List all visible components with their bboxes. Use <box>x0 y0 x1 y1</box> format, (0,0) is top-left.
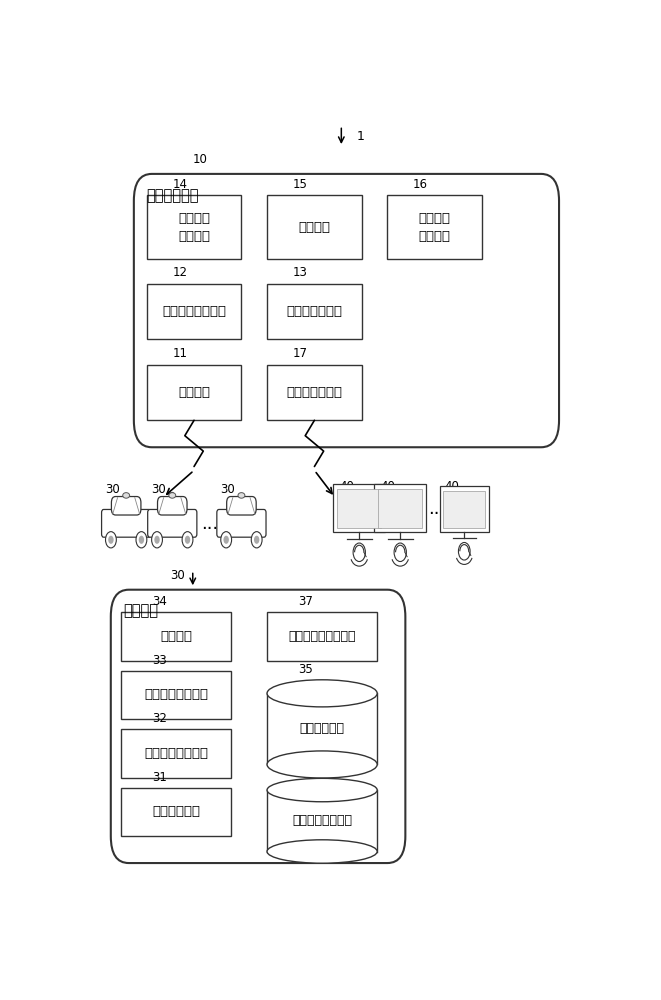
Text: 34: 34 <box>152 595 167 608</box>
FancyBboxPatch shape <box>121 729 231 778</box>
FancyBboxPatch shape <box>444 491 485 528</box>
Text: 物体信息存储单元: 物体信息存储单元 <box>292 814 352 827</box>
FancyBboxPatch shape <box>378 489 422 528</box>
FancyBboxPatch shape <box>267 612 377 661</box>
Text: 通信单元: 通信单元 <box>160 630 192 643</box>
FancyBboxPatch shape <box>217 509 266 537</box>
Circle shape <box>394 543 407 562</box>
Text: 30: 30 <box>170 569 185 582</box>
Circle shape <box>108 536 114 544</box>
FancyBboxPatch shape <box>267 195 362 259</box>
Ellipse shape <box>169 493 176 498</box>
Text: 40: 40 <box>380 480 395 493</box>
Text: 17: 17 <box>293 347 308 360</box>
Text: 15: 15 <box>293 178 307 191</box>
Text: 物体信息
接收单元: 物体信息 接收单元 <box>178 212 210 243</box>
Text: 10: 10 <box>193 153 208 166</box>
Circle shape <box>459 542 470 560</box>
Text: 操作者协作单元: 操作者协作单元 <box>286 386 342 399</box>
Circle shape <box>182 532 193 548</box>
FancyBboxPatch shape <box>374 484 426 532</box>
Text: 1: 1 <box>357 130 365 143</box>
Circle shape <box>154 536 160 544</box>
Ellipse shape <box>267 680 377 707</box>
Circle shape <box>106 532 116 548</box>
Text: 40: 40 <box>339 480 354 493</box>
Text: 操作者分配单元: 操作者分配单元 <box>286 305 342 318</box>
Text: ...: ... <box>201 515 218 533</box>
Text: 确定单元: 确定单元 <box>298 221 330 234</box>
FancyBboxPatch shape <box>333 484 385 532</box>
Text: 40: 40 <box>444 480 459 493</box>
Bar <box>267 790 377 852</box>
Ellipse shape <box>238 493 245 498</box>
Text: 36: 36 <box>298 762 313 774</box>
Circle shape <box>251 532 262 548</box>
FancyBboxPatch shape <box>147 365 241 420</box>
FancyBboxPatch shape <box>337 489 381 528</box>
Text: 33: 33 <box>152 654 167 667</box>
Circle shape <box>223 536 229 544</box>
FancyBboxPatch shape <box>157 497 187 515</box>
Text: 35: 35 <box>298 663 313 676</box>
Text: 31: 31 <box>152 771 167 784</box>
Text: ...: ... <box>428 500 446 518</box>
FancyBboxPatch shape <box>227 497 256 515</box>
FancyBboxPatch shape <box>121 671 231 719</box>
FancyBboxPatch shape <box>387 195 483 259</box>
FancyBboxPatch shape <box>112 497 141 515</box>
Bar <box>267 693 377 764</box>
Circle shape <box>353 543 366 562</box>
Ellipse shape <box>267 840 377 863</box>
Text: 30: 30 <box>220 483 235 496</box>
FancyBboxPatch shape <box>102 509 151 537</box>
FancyBboxPatch shape <box>267 365 362 420</box>
Text: 周围环境监测单元: 周围环境监测单元 <box>144 688 208 701</box>
Text: 自主车辆: 自主车辆 <box>124 604 159 619</box>
Text: 37: 37 <box>298 595 313 608</box>
FancyBboxPatch shape <box>147 195 241 259</box>
FancyBboxPatch shape <box>121 788 231 836</box>
Text: 16: 16 <box>413 178 428 191</box>
FancyBboxPatch shape <box>147 509 197 537</box>
Text: 协助请求接收单元: 协助请求接收单元 <box>162 305 226 318</box>
Ellipse shape <box>267 778 377 802</box>
Text: 14: 14 <box>173 178 187 191</box>
Text: 过去图像
接收单元: 过去图像 接收单元 <box>419 212 451 243</box>
Text: 图像存储单元: 图像存储单元 <box>299 722 344 735</box>
Circle shape <box>254 536 259 544</box>
FancyBboxPatch shape <box>111 590 405 863</box>
FancyBboxPatch shape <box>134 174 559 447</box>
Text: 30: 30 <box>105 483 120 496</box>
FancyBboxPatch shape <box>147 284 241 339</box>
Text: 通信单元: 通信单元 <box>178 386 210 399</box>
Text: 12: 12 <box>173 266 187 279</box>
Text: 11: 11 <box>173 347 187 360</box>
Text: 远程监测设备: 远程监测设备 <box>147 188 199 203</box>
Circle shape <box>139 536 144 544</box>
Text: 32: 32 <box>152 712 167 725</box>
Text: 行馾控制单元: 行馾控制单元 <box>152 805 200 818</box>
Text: 乘客车厢监测单元: 乘客车厢监测单元 <box>144 747 208 760</box>
Text: 13: 13 <box>293 266 307 279</box>
Circle shape <box>151 532 163 548</box>
Circle shape <box>221 532 231 548</box>
FancyBboxPatch shape <box>267 284 362 339</box>
Text: 30: 30 <box>151 483 166 496</box>
Ellipse shape <box>267 751 377 778</box>
Circle shape <box>136 532 147 548</box>
FancyBboxPatch shape <box>121 612 231 661</box>
FancyBboxPatch shape <box>440 486 488 532</box>
Ellipse shape <box>123 493 130 498</box>
Circle shape <box>185 536 190 544</box>
Text: 协助必要性确定单元: 协助必要性确定单元 <box>288 630 356 643</box>
